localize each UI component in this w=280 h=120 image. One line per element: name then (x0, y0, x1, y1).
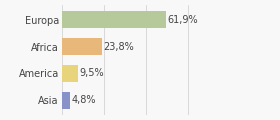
Text: 61,9%: 61,9% (167, 15, 198, 25)
Text: 23,8%: 23,8% (103, 42, 134, 51)
Bar (62, 11, 165, 28)
Text: 4,8%: 4,8% (71, 95, 96, 105)
Text: 9,5%: 9,5% (79, 69, 104, 78)
Bar (62, 92, 70, 109)
Bar (62, 38, 102, 55)
Bar (62, 65, 78, 82)
